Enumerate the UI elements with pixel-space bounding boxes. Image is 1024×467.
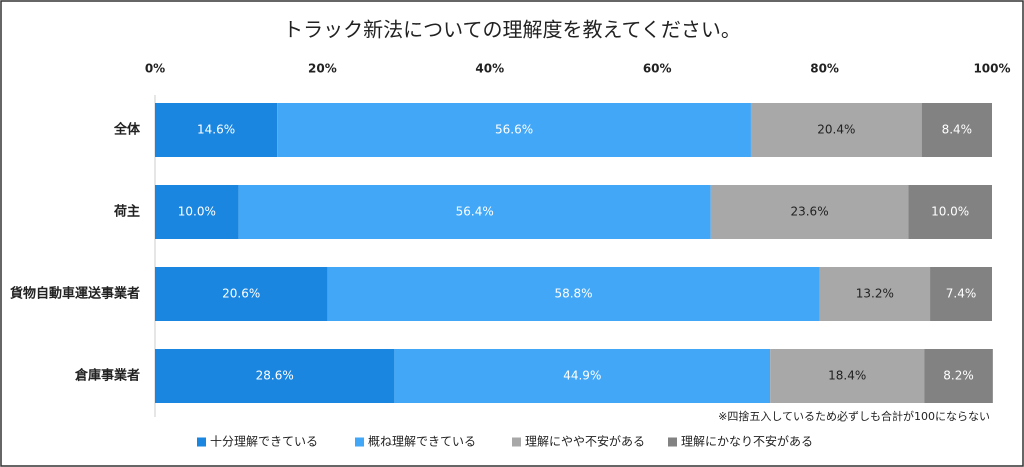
value-label: 23.6% <box>790 205 828 219</box>
x-tick-label: 60% <box>643 62 672 76</box>
value-label: 20.4% <box>817 123 855 137</box>
x-tick-label: 0% <box>145 62 165 76</box>
y-tick-label: 倉庫事業者 <box>74 368 140 384</box>
bar-segment <box>819 267 931 321</box>
value-label: 14.6% <box>197 123 235 137</box>
y-tick-label: 貨物自動車運送事業者 <box>10 286 140 302</box>
value-label: 28.6% <box>256 369 294 383</box>
value-label: 44.9% <box>563 369 601 383</box>
x-tick-label: 100% <box>973 62 1010 76</box>
legend-swatch <box>512 437 521 447</box>
note: ※四捨五入しているため必ずしも合計が100にならない <box>718 409 990 423</box>
legend-label: 概ね理解できている <box>368 435 476 449</box>
bar-segment <box>155 185 239 239</box>
bar-segment <box>921 103 992 157</box>
bar-segment <box>924 349 993 403</box>
bar-segment <box>770 349 925 403</box>
value-label: 10.0% <box>931 205 969 219</box>
value-label: 58.8% <box>554 287 592 301</box>
value-label: 8.2% <box>943 369 974 383</box>
value-label: 7.4% <box>946 287 977 301</box>
bar-segment <box>394 349 771 403</box>
legend-label: 理解にやや不安がある <box>525 434 645 449</box>
value-label: 56.4% <box>456 205 494 219</box>
legend-label: 十分理解できている <box>210 435 318 449</box>
value-label: 20.6% <box>222 287 260 301</box>
x-tick-label: 80% <box>810 62 839 76</box>
value-label: 8.4% <box>942 123 973 137</box>
y-tick-label: 荷主 <box>113 204 140 220</box>
chart-title: トラック新法についての理解度を教えてください。 <box>283 18 741 42</box>
bar-segment <box>327 267 820 321</box>
value-label: 13.2% <box>856 287 894 301</box>
value-label: 56.6% <box>495 123 533 137</box>
value-label: 10.0% <box>178 205 216 219</box>
legend-swatch <box>668 437 677 447</box>
bar-segment <box>908 185 992 239</box>
bar-segment <box>155 103 278 157</box>
x-tick-label: 40% <box>475 62 504 76</box>
bar-segment <box>155 267 328 321</box>
legend-swatch <box>355 437 364 447</box>
legend-swatch <box>197 437 206 447</box>
bar-segment <box>750 103 922 157</box>
bar-segment <box>277 103 751 157</box>
x-tick-label: 20% <box>308 62 337 76</box>
bar-segment <box>155 349 395 403</box>
bar-segment <box>238 185 711 239</box>
bar-segment <box>930 267 992 321</box>
bar-segment <box>710 185 909 239</box>
legend-label: 理解にかなり不安がある <box>681 434 813 449</box>
value-label: 18.4% <box>828 369 866 383</box>
y-tick-label: 全体 <box>113 122 141 138</box>
